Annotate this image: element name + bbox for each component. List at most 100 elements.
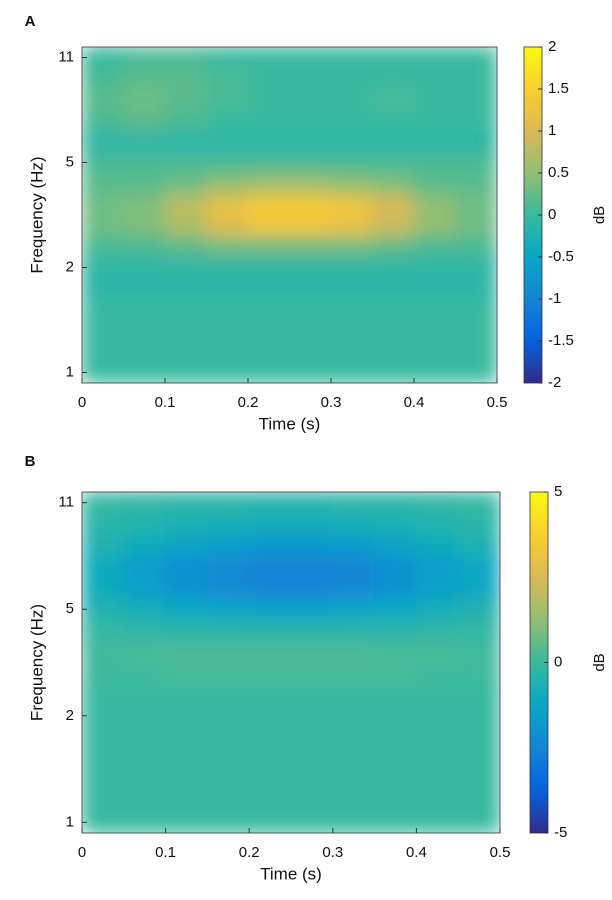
heatmap-cell	[81, 277, 124, 300]
x-tick-label: 0.5	[487, 394, 508, 411]
heatmap-cell	[123, 277, 166, 300]
heatmap-cell	[165, 725, 208, 749]
heatmap-cell	[330, 172, 373, 195]
heatmap-cell	[330, 214, 373, 237]
heatmap-cell	[374, 811, 417, 834]
heatmap-cell	[332, 704, 376, 727]
heatmap-cell	[247, 298, 290, 321]
y-tick-label: 11	[58, 48, 74, 65]
heatmap-cell	[81, 704, 125, 727]
heatmap-cell	[248, 747, 292, 770]
heatmap-cell	[374, 789, 417, 813]
heatmap-cell	[247, 340, 290, 363]
colorbar-tick-label: 0	[554, 653, 562, 670]
heatmap-cell	[81, 598, 125, 621]
heatmap-cell	[332, 725, 376, 749]
heatmap-cell	[455, 319, 498, 342]
x-tick-label: 0.2	[238, 394, 259, 411]
heatmap-cell	[330, 46, 373, 69]
heatmap-cell	[374, 768, 417, 791]
heatmap-cell	[415, 598, 459, 621]
heatmap-cell	[415, 555, 459, 578]
heatmap-cell	[330, 193, 373, 216]
heatmap-cell	[457, 640, 501, 663]
heatmap-cell	[289, 67, 332, 90]
heatmap-cell	[413, 277, 456, 300]
heatmap-cell	[248, 768, 292, 791]
heatmap-cell	[248, 662, 292, 685]
heatmap-cell	[206, 640, 250, 663]
heatmap-cell	[206, 214, 249, 237]
heatmap-cell	[165, 789, 208, 813]
heatmap-cell	[123, 662, 167, 685]
heatmap-cell	[81, 768, 125, 791]
heatmap-cell	[123, 46, 166, 69]
heatmap-cell	[164, 235, 207, 258]
heatmap-cell	[415, 640, 459, 663]
heatmap-cell	[332, 576, 376, 600]
heatmap	[81, 46, 498, 384]
heatmap-cell	[81, 640, 125, 663]
heatmap-cell	[164, 193, 207, 216]
heatmap-cell	[123, 683, 167, 706]
heatmap-cell	[247, 172, 290, 195]
heatmap-cell	[206, 619, 250, 642]
heatmap-cell	[457, 491, 501, 514]
x-tick-label: 0.2	[239, 844, 260, 861]
heatmap-cell	[413, 67, 456, 90]
heatmap-cell	[332, 619, 376, 642]
heatmap-cell	[413, 172, 456, 195]
heatmap-cell	[164, 298, 207, 321]
heatmap-cell	[206, 109, 249, 132]
heatmap-cell	[332, 491, 376, 514]
plot-frame	[81, 46, 498, 384]
heatmap-cell	[206, 811, 250, 834]
heatmap-cell	[372, 340, 415, 363]
heatmap-cell	[81, 109, 124, 132]
heatmap-cell	[81, 555, 125, 578]
heatmap-cell	[372, 235, 415, 258]
heatmap-cell	[290, 640, 334, 663]
heatmap-cell	[123, 512, 167, 536]
heatmap-cell	[164, 172, 207, 195]
heatmap-cell	[206, 130, 249, 153]
heatmap-cell	[206, 151, 249, 174]
heatmap-cell	[206, 789, 250, 813]
heatmap-cell	[206, 534, 250, 557]
heatmap-cell	[415, 534, 459, 557]
heatmap-cell	[290, 811, 334, 834]
heatmap-cell	[81, 512, 125, 536]
heatmap-cell	[415, 619, 459, 642]
heatmap-cell	[81, 298, 124, 321]
heatmap-cell	[457, 555, 501, 578]
heatmap-cell	[165, 491, 208, 514]
heatmap-cell	[206, 67, 249, 90]
heatmap-cell	[413, 298, 456, 321]
heatmap-cell	[415, 683, 459, 706]
heatmap-cell	[248, 576, 292, 600]
x-tick-label: 0.3	[322, 844, 343, 861]
heatmap-cell	[332, 662, 376, 685]
heatmap-cell	[81, 193, 124, 216]
heatmap-cell	[372, 46, 415, 69]
heatmap-cell	[248, 811, 292, 834]
heatmap-cell	[165, 662, 208, 685]
x-tick-label: 0.4	[406, 844, 427, 861]
heatmap-cell	[372, 277, 415, 300]
heatmap-cell	[330, 88, 373, 111]
heatmap-cell	[248, 789, 292, 813]
heatmap-cell	[81, 725, 125, 749]
heatmap-cell	[165, 555, 208, 578]
heatmap-cell	[81, 46, 124, 69]
heatmap-cell	[372, 130, 415, 153]
heatmap-cell	[123, 789, 167, 813]
heatmap-cell	[413, 361, 456, 384]
heatmap-cell	[165, 640, 208, 663]
heatmap-cell	[290, 576, 334, 600]
heatmap-cell	[290, 534, 334, 557]
heatmap-cell	[81, 235, 124, 258]
heatmap-cell	[123, 88, 166, 111]
heatmap-cell	[81, 67, 124, 90]
heatmap-cell	[290, 619, 334, 642]
heatmap-cell	[247, 130, 290, 153]
